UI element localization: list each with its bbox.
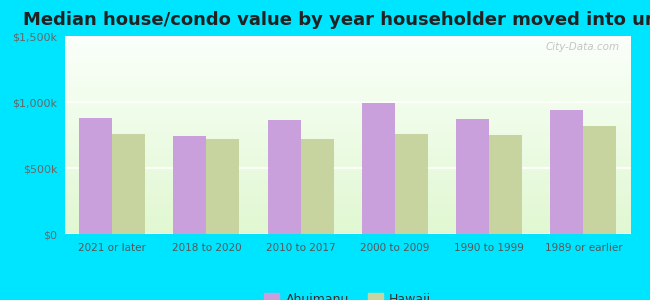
Bar — [112, 134, 145, 234]
Bar — [268, 121, 300, 234]
Text: City-Data.com: City-Data.com — [545, 42, 619, 52]
Bar — [489, 135, 522, 234]
Title: Median house/condo value by year householder moved into unit: Median house/condo value by year househo… — [23, 11, 650, 29]
Legend: Ahuimanu, Hawaii: Ahuimanu, Hawaii — [259, 288, 436, 300]
Bar — [584, 126, 616, 234]
Bar — [395, 134, 428, 234]
Bar — [79, 118, 112, 234]
Bar — [551, 110, 584, 234]
Bar — [362, 103, 395, 234]
Bar — [174, 136, 207, 234]
Bar — [456, 119, 489, 234]
Bar — [300, 139, 333, 234]
Bar — [207, 139, 239, 234]
